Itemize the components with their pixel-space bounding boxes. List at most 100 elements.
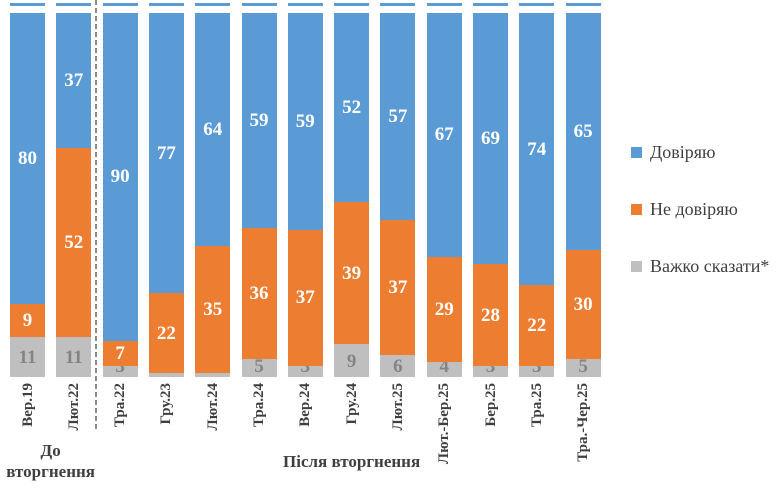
segment-distrust: 30 (565, 249, 601, 359)
segment-trust: 80 (10, 13, 45, 305)
segment-trust: 64 (195, 13, 231, 246)
value-label-trust: 77 (156, 142, 176, 164)
segment-hard-to-say: 9 (334, 344, 370, 377)
legend-label: Не довіряю (650, 199, 738, 219)
bar-top-stub (426, 3, 462, 6)
legend-item-distrust: Не довіряю (631, 200, 738, 218)
segment-trust: 52 (334, 13, 370, 203)
value-label-trust: 69 (481, 128, 500, 150)
value-label-hard-to-say: 5 (254, 355, 264, 377)
segment-trust: 65 (565, 13, 601, 250)
bar-top-stub (334, 3, 370, 6)
value-label-distrust: 7 (115, 342, 125, 364)
value-label-trust: 52 (342, 97, 362, 119)
segment-hard-to-say: 1 (195, 357, 231, 377)
bar-13: 5 30 65 (565, 13, 601, 377)
segment-hard-to-say: 5 (241, 355, 277, 377)
segment-distrust: 22 (148, 293, 184, 374)
bar-11: 3 28 69 (473, 13, 508, 377)
bar-10: 4 29 67 (426, 13, 462, 377)
segment-trust: 59 (287, 13, 323, 230)
value-label-distrust: 28 (481, 304, 500, 326)
segment-trust: 59 (241, 13, 277, 228)
x-axis-label: Лют.24 (204, 383, 221, 431)
value-label-trust: 74 (527, 138, 547, 160)
bar-5: 1 35 64 (195, 13, 231, 377)
bar-top-stub (287, 3, 323, 6)
value-label-hard-to-say: 3 (300, 355, 311, 377)
segment-trust: 67 (426, 13, 462, 257)
segment-distrust: 37 (380, 220, 416, 356)
segment-trust: 57 (380, 13, 416, 221)
bar-top-stub (519, 3, 555, 6)
segment-hard-to-say: 4 (426, 357, 462, 377)
value-label-trust: 59 (295, 110, 315, 132)
bar-9: 6 37 57 (380, 13, 416, 377)
legend-item-trust: Довіряю (631, 143, 716, 161)
segment-distrust: 9 (10, 304, 45, 337)
value-label-distrust: 9 (22, 310, 33, 332)
segment-distrust: 39 (334, 202, 370, 345)
segment-distrust: 28 (473, 264, 508, 367)
bar-8: 9 39 52 (334, 13, 370, 377)
value-label-distrust: 22 (527, 315, 547, 337)
bar-top-stub (241, 3, 277, 6)
bar-top-stub (148, 3, 184, 6)
x-axis-label: Вер.19 (19, 383, 36, 427)
segment-distrust: 7 (102, 340, 138, 367)
value-label-trust: 59 (249, 109, 269, 131)
segment-hard-to-say: 3 (102, 357, 138, 377)
value-label-hard-to-say: 3 (532, 355, 542, 377)
x-axis-label: Лют.25 (389, 383, 406, 431)
legend-label: Важко сказати* (650, 256, 770, 276)
bar-top-stub (195, 3, 231, 6)
x-axis-label: Тра.25 (528, 383, 545, 428)
value-label-trust: 64 (203, 118, 223, 140)
segment-hard-to-say: 3 (473, 357, 508, 377)
segment-distrust: 35 (195, 245, 231, 374)
x-axis-label: Бер.25 (482, 383, 499, 427)
group-label-before-invasion: До вторгнення (6, 441, 95, 482)
x-axis-label: Гру.23 (158, 383, 175, 425)
bar-top-stub (565, 3, 601, 6)
value-label-trust: 80 (18, 148, 37, 170)
legend-swatch-icon (631, 203, 642, 215)
bar-3: 3 7 90 (102, 13, 138, 377)
value-label-distrust: 52 (64, 231, 84, 253)
segment-distrust: 37 (287, 229, 323, 366)
value-label-hard-to-say: 4 (439, 355, 449, 377)
value-label-trust: 37 (64, 69, 84, 91)
bar-2: 11 52 37 (56, 13, 92, 377)
value-label-trust: 65 (573, 120, 593, 142)
value-label-distrust: 29 (434, 299, 454, 321)
value-label-hard-to-say: 5 (578, 355, 588, 377)
segment-trust: 90 (102, 13, 138, 341)
value-label-trust: 90 (110, 166, 130, 188)
bar-4: 1 22 77 (148, 13, 184, 377)
bar-top-stub (10, 3, 45, 6)
segment-trust: 37 (56, 13, 92, 148)
bar-top-stub (473, 3, 508, 6)
segment-hard-to-say: 11 (56, 336, 92, 377)
segment-distrust: 52 (56, 147, 92, 337)
value-label-hard-to-say: 3 (115, 355, 125, 377)
segment-hard-to-say: 3 (287, 357, 323, 377)
x-axis-label: Тра.22 (112, 383, 129, 428)
group-label-after-invasion: Після вторгнення (283, 452, 421, 471)
bar-7: 3 37 59 (287, 13, 323, 377)
bar-6: 5 36 59 (241, 13, 277, 377)
bar-1: 11 9 80 (10, 13, 45, 377)
value-label-distrust: 36 (249, 282, 269, 304)
value-label-trust: 57 (388, 106, 408, 128)
bar-12: 3 22 74 (519, 13, 555, 377)
x-axis-label: Тра.-Чер.25 (575, 383, 592, 462)
segment-distrust: 29 (426, 256, 462, 363)
value-label-hard-to-say: 11 (18, 347, 37, 369)
x-axis-label: Тра.24 (251, 383, 267, 428)
value-label-hard-to-say: 11 (64, 347, 83, 369)
legend-item-hard-to-say: Важко сказати* (631, 257, 769, 275)
legend-swatch-icon (631, 260, 642, 272)
segment-hard-to-say: 1 (148, 357, 184, 377)
segment-trust: 69 (473, 13, 508, 265)
